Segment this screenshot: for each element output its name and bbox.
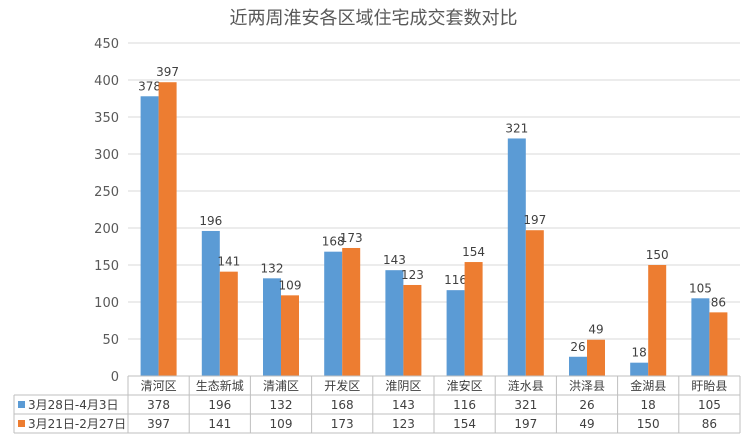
- bar: [324, 251, 343, 376]
- table-cell-value: 196: [208, 398, 231, 412]
- y-tick-label: 150: [94, 259, 119, 274]
- y-tick-label: 0: [111, 370, 119, 385]
- y-tick-label: 250: [94, 185, 119, 200]
- legend-label: 3月28日-4月3日: [28, 398, 119, 412]
- legend-key: [18, 401, 25, 408]
- table-cell-value: 168: [331, 398, 354, 412]
- data-label: 132: [261, 261, 284, 275]
- data-label: 86: [711, 295, 726, 309]
- bar: [201, 230, 220, 376]
- table-cell-value: 109: [270, 417, 293, 431]
- bar: [446, 290, 465, 376]
- chart-title: 近两周淮安各区域住宅成交套数对比: [229, 8, 518, 29]
- data-label: 26: [570, 340, 585, 354]
- bar: [158, 82, 177, 376]
- y-tick-label: 350: [94, 111, 119, 126]
- table-cell-value: 86: [702, 417, 717, 431]
- x-tick-label: 生态新城: [196, 378, 244, 393]
- data-label: 154: [462, 245, 485, 259]
- x-tick-label: 清河区: [141, 379, 177, 393]
- data-label: 49: [588, 323, 603, 337]
- table-cell-value: 321: [514, 398, 537, 412]
- x-tick-label: 涟水县: [508, 378, 544, 393]
- table-cell-value: 150: [637, 417, 660, 431]
- y-tick-label: 50: [102, 333, 119, 348]
- data-label: 150: [646, 248, 669, 262]
- bar: [691, 298, 710, 376]
- table-cell-value: 49: [579, 417, 594, 431]
- data-label: 143: [383, 253, 406, 267]
- bar: [140, 96, 159, 376]
- data-label: 141: [217, 255, 240, 269]
- legend-key: [18, 420, 25, 427]
- table-cell-value: 116: [453, 398, 476, 412]
- table-cell-value: 173: [331, 417, 354, 431]
- bar: [709, 312, 728, 376]
- table-cell-value: 197: [514, 417, 537, 431]
- data-label: 196: [199, 214, 222, 228]
- x-tick-label: 淮安区: [447, 378, 483, 393]
- table-cell-value: 143: [392, 398, 415, 412]
- table-cell-value: 18: [641, 398, 656, 412]
- x-tick-label: 清浦区: [263, 379, 299, 393]
- table-cell-value: 26: [579, 398, 594, 412]
- data-label: 168: [322, 235, 345, 249]
- table-cell-value: 154: [453, 417, 476, 431]
- data-label: 397: [156, 65, 179, 79]
- bar: [648, 265, 667, 376]
- x-tick-label: 金湖县: [630, 378, 666, 393]
- table-cell-value: 105: [698, 398, 721, 412]
- legend-label: 3月21日-2月27日: [28, 417, 126, 431]
- bar: [525, 230, 544, 376]
- x-tick-label: 淮阴区: [385, 379, 421, 393]
- x-tick-label: 开发区: [324, 378, 360, 393]
- data-label: 321: [505, 121, 528, 135]
- bar: [263, 278, 281, 376]
- bar: [587, 339, 605, 376]
- table-cell-value: 397: [147, 417, 170, 431]
- data-label: 378: [138, 79, 161, 93]
- y-tick-label: 200: [94, 222, 119, 237]
- bar: [403, 284, 422, 376]
- data-label: 197: [523, 213, 546, 227]
- x-tick-label: 盱眙县: [691, 379, 727, 393]
- bar: [630, 362, 649, 376]
- bar: [569, 356, 587, 376]
- data-label: 18: [632, 346, 647, 360]
- data-label: 123: [401, 268, 424, 282]
- data-label: 173: [340, 231, 363, 245]
- data-label: 105: [689, 281, 712, 295]
- y-tick-label: 100: [94, 296, 119, 311]
- table-cell-value: 123: [392, 417, 415, 431]
- data-label: 116: [444, 273, 467, 287]
- table-cell-value: 378: [147, 398, 170, 412]
- bar: [385, 270, 404, 376]
- bar: [342, 247, 361, 376]
- y-tick-label: 300: [94, 148, 119, 163]
- bar: [507, 138, 526, 376]
- data-label: 109: [279, 278, 302, 292]
- x-tick-label: 洪泽县: [569, 379, 605, 393]
- bar: [464, 262, 483, 376]
- table-cell-value: 132: [270, 398, 293, 412]
- bar: [281, 295, 299, 376]
- table-cell-value: 141: [208, 417, 231, 431]
- y-tick-label: 400: [94, 74, 119, 89]
- bar: [219, 271, 238, 376]
- y-tick-label: 450: [94, 37, 119, 52]
